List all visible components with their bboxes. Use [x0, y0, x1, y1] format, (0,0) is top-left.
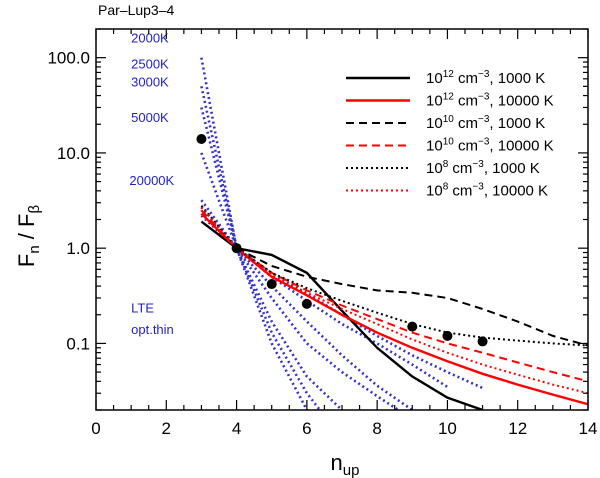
model-curve-5000k	[200, 152, 401, 410]
annotation-label: 2500K	[131, 56, 169, 71]
x-tick-label: 14	[579, 419, 598, 438]
legend-label: 1012 cm−3, 10000 K	[426, 92, 554, 110]
annotation-label: LTE	[131, 301, 154, 316]
observed-point	[266, 279, 277, 290]
x-tick-label: 2	[162, 419, 171, 438]
chart-title: Par–Lup3–4	[98, 2, 175, 18]
legend-label: 1010 cm−3, 10000 K	[426, 137, 554, 155]
y-tick-label: 100.0	[47, 49, 90, 68]
series-line-2	[200, 212, 588, 406]
series-line-1	[200, 220, 483, 410]
observed-point	[231, 243, 242, 254]
annotation-label: opt.thin	[131, 322, 174, 337]
annotation-label: 2000K	[131, 30, 169, 45]
observed-point	[477, 336, 488, 347]
series-line-3	[200, 209, 588, 347]
observed-point	[442, 330, 453, 341]
model-curve-2000k	[200, 57, 309, 410]
model-curve-3000k	[200, 107, 344, 410]
legend-label: 108 cm−3, 1000 K	[426, 159, 540, 177]
model-curve-lte	[200, 206, 484, 390]
observed-point	[301, 298, 312, 309]
x-tick-label: 12	[508, 419, 527, 438]
observed-point	[196, 134, 207, 145]
model-curve-2500k	[200, 86, 322, 410]
y-tick-label: 1.0	[66, 239, 90, 258]
y-axis-title: Fn / Fβ	[14, 205, 43, 268]
legend-label: 108 cm−3, 10000 K	[426, 182, 548, 200]
x-tick-label: 6	[302, 419, 311, 438]
y-tick-label: 0.1	[66, 334, 90, 353]
x-tick-label: 4	[232, 419, 241, 438]
x-tick-label: 8	[372, 419, 381, 438]
x-tick-label: 0	[91, 419, 100, 438]
y-tick-label: 10.0	[57, 144, 90, 163]
annotation-label: 3000K	[131, 74, 169, 89]
annotation-label: 20000K	[129, 173, 174, 188]
legend-label: 1012 cm−3, 1000 K	[426, 69, 545, 87]
x-tick-label: 10	[438, 419, 457, 438]
legend-label: 1010 cm−3, 1000 K	[426, 114, 545, 132]
observed-point	[407, 321, 418, 332]
annotation-label: 5000K	[131, 110, 169, 125]
x-axis-title: nup	[331, 450, 360, 478]
series-line-6	[200, 206, 588, 395]
series-line-4	[200, 209, 588, 383]
series-line-5	[200, 204, 588, 347]
